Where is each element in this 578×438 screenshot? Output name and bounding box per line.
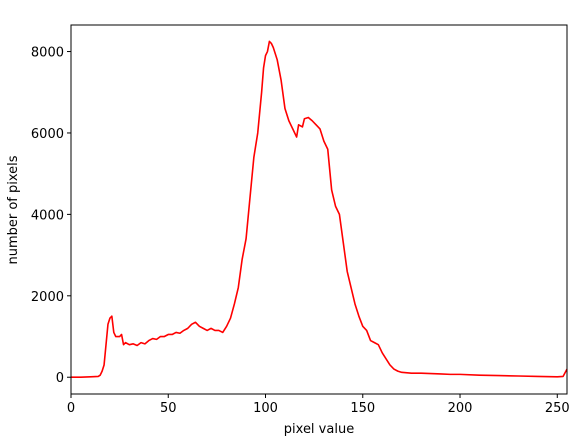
y-tick-label: 4000	[31, 208, 64, 223]
x-axis-label: pixel value	[284, 422, 354, 437]
y-axis-label: number of pixels	[6, 155, 21, 264]
data-line	[71, 40, 568, 379]
y-tick-label: 2000	[31, 290, 64, 305]
x-tick-label: 250	[545, 401, 570, 416]
x-tick-label: 0	[67, 401, 75, 416]
plot-frame	[70, 24, 568, 395]
x-tick-label: 200	[448, 401, 473, 416]
y-tick-label: 6000	[31, 127, 64, 142]
x-tick-label: 150	[350, 401, 375, 416]
x-tick-label: 50	[160, 401, 177, 416]
y-tick-label: 8000	[31, 46, 64, 61]
y-tick-label: 0	[56, 371, 64, 386]
x-tick-label: 100	[253, 401, 278, 416]
